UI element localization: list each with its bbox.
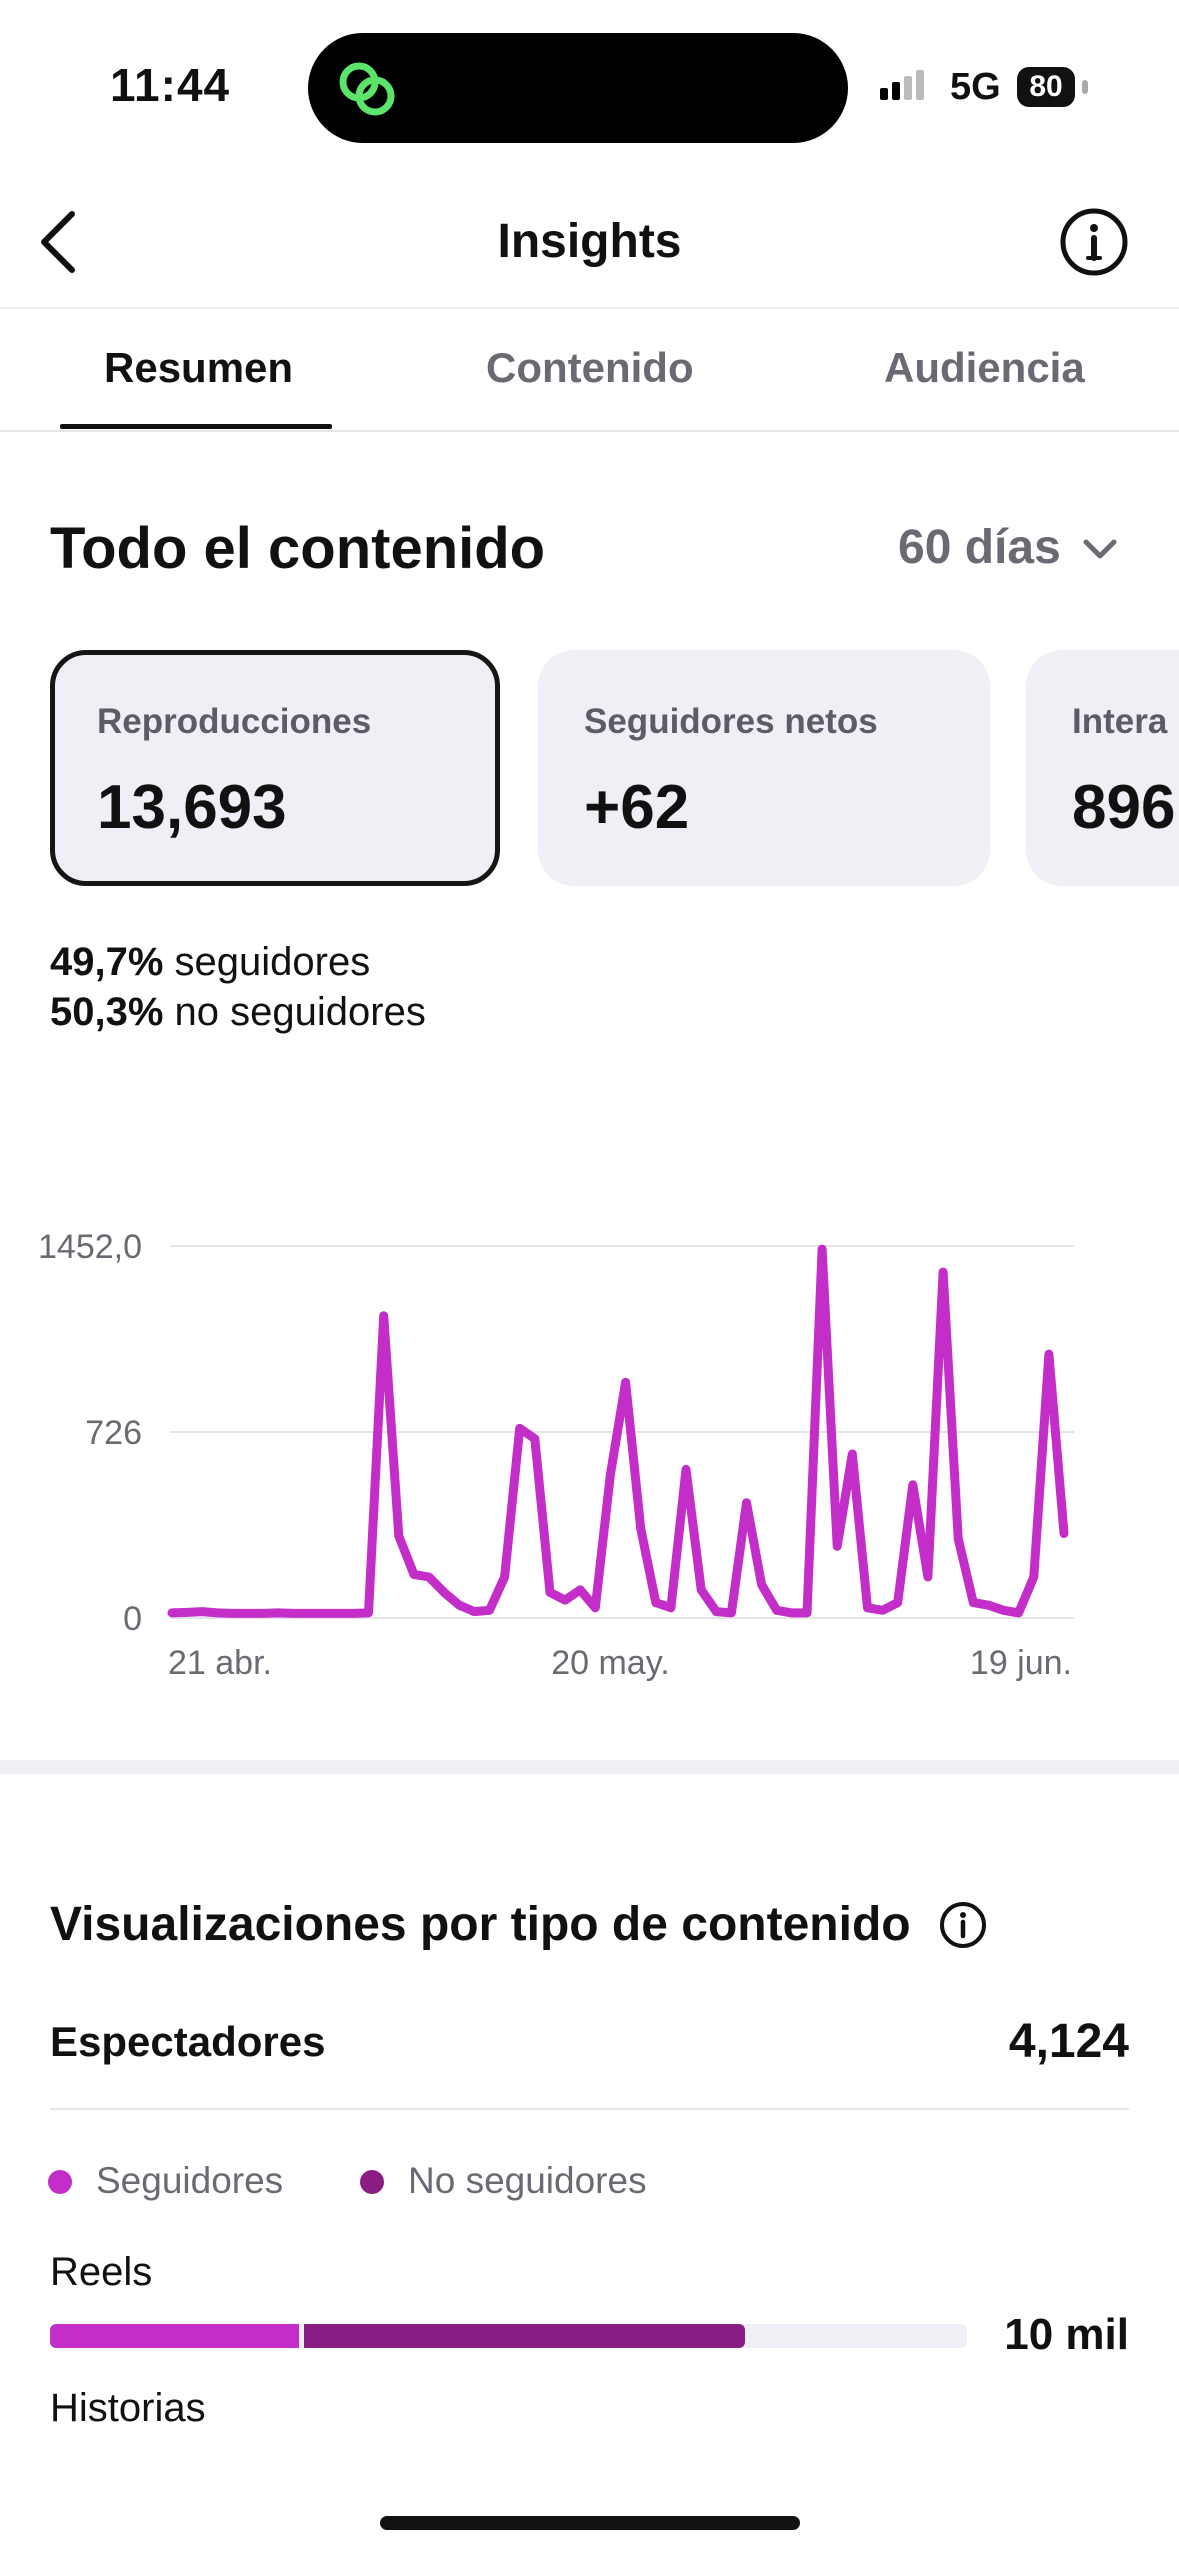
network-label: 5G <box>950 66 1001 108</box>
info-icon <box>1060 208 1128 276</box>
metric-card-reproducciones[interactable]: Reproducciones 13,693 <box>50 650 500 886</box>
metric-card-value: +62 <box>584 773 690 842</box>
status-time: 11:44 <box>110 59 231 111</box>
stories-label: Historias <box>50 2386 206 2430</box>
battery-tip <box>1082 80 1088 94</box>
back-button[interactable] <box>28 200 88 280</box>
reels-bar-followers <box>50 2324 300 2348</box>
metric-card-value: 896 <box>1072 773 1176 842</box>
battery-icon: 80 <box>1017 67 1075 107</box>
y-tick-label: 1452,0 <box>38 1228 142 1266</box>
chevron-left-icon <box>41 211 75 273</box>
section-title: Todo el contenido <box>50 516 546 581</box>
reels-bar-non-followers <box>304 2324 746 2348</box>
metric-card-seguidores-netos[interactable]: Seguidores netos +62 <box>538 650 990 886</box>
metric-card-interacciones[interactable]: Intera 896 <box>1026 650 1179 886</box>
reels-value: 10 mil <box>1004 2310 1129 2359</box>
metric-card-label: Reproducciones <box>97 702 372 741</box>
x-tick-label: 19 jun. <box>970 1644 1072 1682</box>
tabs-divider <box>0 430 1179 432</box>
reproductions-series-line <box>167 1244 1069 1618</box>
legend-dot-followers <box>48 2170 72 2194</box>
dynamic-island <box>308 33 848 143</box>
link-rings-icon <box>330 52 404 126</box>
tab-resumen[interactable]: Resumen <box>104 344 294 391</box>
legend-label-non-followers: No seguidores <box>408 2160 647 2201</box>
section-separator <box>0 1760 1179 1774</box>
tab-contenido[interactable]: Contenido <box>486 344 694 391</box>
home-indicator[interactable] <box>380 2516 800 2530</box>
x-tick-label: 21 abr. <box>168 1644 272 1682</box>
non-followers-split: 50,3% no seguidores <box>50 990 426 1034</box>
x-tick-label: 20 may. <box>551 1644 669 1682</box>
y-tick-label: 726 <box>85 1414 142 1452</box>
legend-dot-non-followers <box>360 2170 384 2194</box>
info-icon[interactable] <box>938 1900 988 1950</box>
header-divider <box>0 307 1179 309</box>
page-title: Insights <box>497 215 682 268</box>
followers-split: 49,7% seguidores <box>50 940 371 984</box>
chevron-down-icon[interactable] <box>1080 534 1120 564</box>
divider <box>50 2108 1129 2110</box>
visualizations-title: Visualizaciones por tipo de contenido <box>50 1898 911 1951</box>
signal-icon <box>880 70 928 100</box>
period-selector[interactable]: 60 días <box>898 521 1061 574</box>
viewers-label: Espectadores <box>50 2018 326 2065</box>
legend-label-followers: Seguidores <box>96 2160 284 2201</box>
reels-label: Reels <box>50 2250 153 2294</box>
active-tab-indicator <box>60 424 332 429</box>
metric-card-label: Intera <box>1072 702 1168 741</box>
viewers-value: 4,124 <box>1008 2015 1129 2068</box>
y-tick-label: 0 <box>123 1600 142 1638</box>
tab-audiencia[interactable]: Audiencia <box>884 344 1085 391</box>
reproductions-line-chart: 1452,0 726 0 21 abr. 20 may. 19 jun. <box>38 1228 1074 1682</box>
info-button[interactable] <box>1058 206 1130 278</box>
metric-card-label: Seguidores netos <box>584 702 878 741</box>
metric-card-value: 13,693 <box>97 773 287 842</box>
